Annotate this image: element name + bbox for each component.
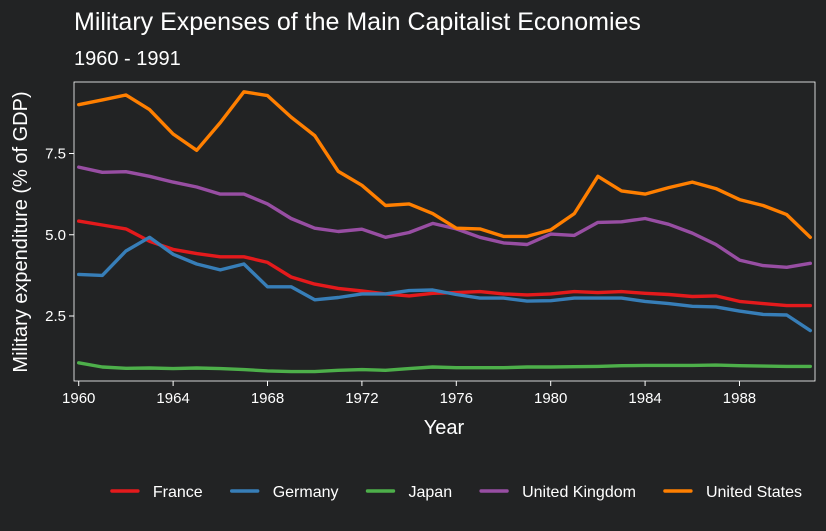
x-tick-label: 1972 bbox=[345, 390, 378, 407]
x-tick-label: 1988 bbox=[723, 390, 756, 407]
legend-item-japan: Japan bbox=[365, 484, 453, 501]
y-axis: 2.5 5.0 7.5 bbox=[45, 146, 74, 325]
y-tick-label: 2.5 bbox=[45, 308, 66, 325]
series-line-japan bbox=[76, 361, 812, 374]
series-lines bbox=[76, 90, 812, 374]
x-tick-label: 1960 bbox=[62, 390, 95, 407]
chart-subtitle: 1960 - 1991 bbox=[74, 48, 181, 70]
legend-item-germany: Germany bbox=[230, 484, 339, 501]
legend-label-japan: Japan bbox=[409, 484, 453, 501]
legend-item-united-kingdom: United Kingdom bbox=[479, 484, 636, 501]
legend-label-germany: Germany bbox=[273, 484, 339, 501]
x-tick-label: 1976 bbox=[440, 390, 473, 407]
x-tick-label: 1980 bbox=[534, 390, 567, 407]
x-axis-title: Year bbox=[424, 417, 465, 439]
legend-label-united-kingdom: United Kingdom bbox=[522, 484, 636, 501]
legend: France Germany Japan United Kingdom United S… bbox=[110, 484, 802, 501]
y-tick-label: 5.0 bbox=[45, 227, 66, 244]
x-axis: 1960 1964 1968 1972 1976 1980 1984 1988 bbox=[62, 381, 756, 407]
x-tick-label: 1964 bbox=[156, 390, 189, 407]
x-tick-label: 1968 bbox=[251, 390, 284, 407]
series-line-united-states bbox=[76, 90, 812, 240]
legend-label-france: France bbox=[153, 484, 203, 501]
x-tick-label: 1984 bbox=[628, 390, 661, 407]
y-tick-label: 7.5 bbox=[45, 146, 66, 163]
legend-item-france: France bbox=[110, 484, 203, 501]
chart-title: Military Expenses of the Main Capitalist… bbox=[74, 8, 641, 36]
series-line-united-kingdom bbox=[76, 165, 812, 269]
legend-label-united-states: United States bbox=[706, 484, 802, 501]
legend-item-united-states: United States bbox=[663, 484, 802, 501]
y-axis-title: Military expenditure (% of GDP) bbox=[10, 91, 32, 372]
plot-panel bbox=[73, 81, 816, 382]
series-line-germany bbox=[76, 235, 812, 333]
